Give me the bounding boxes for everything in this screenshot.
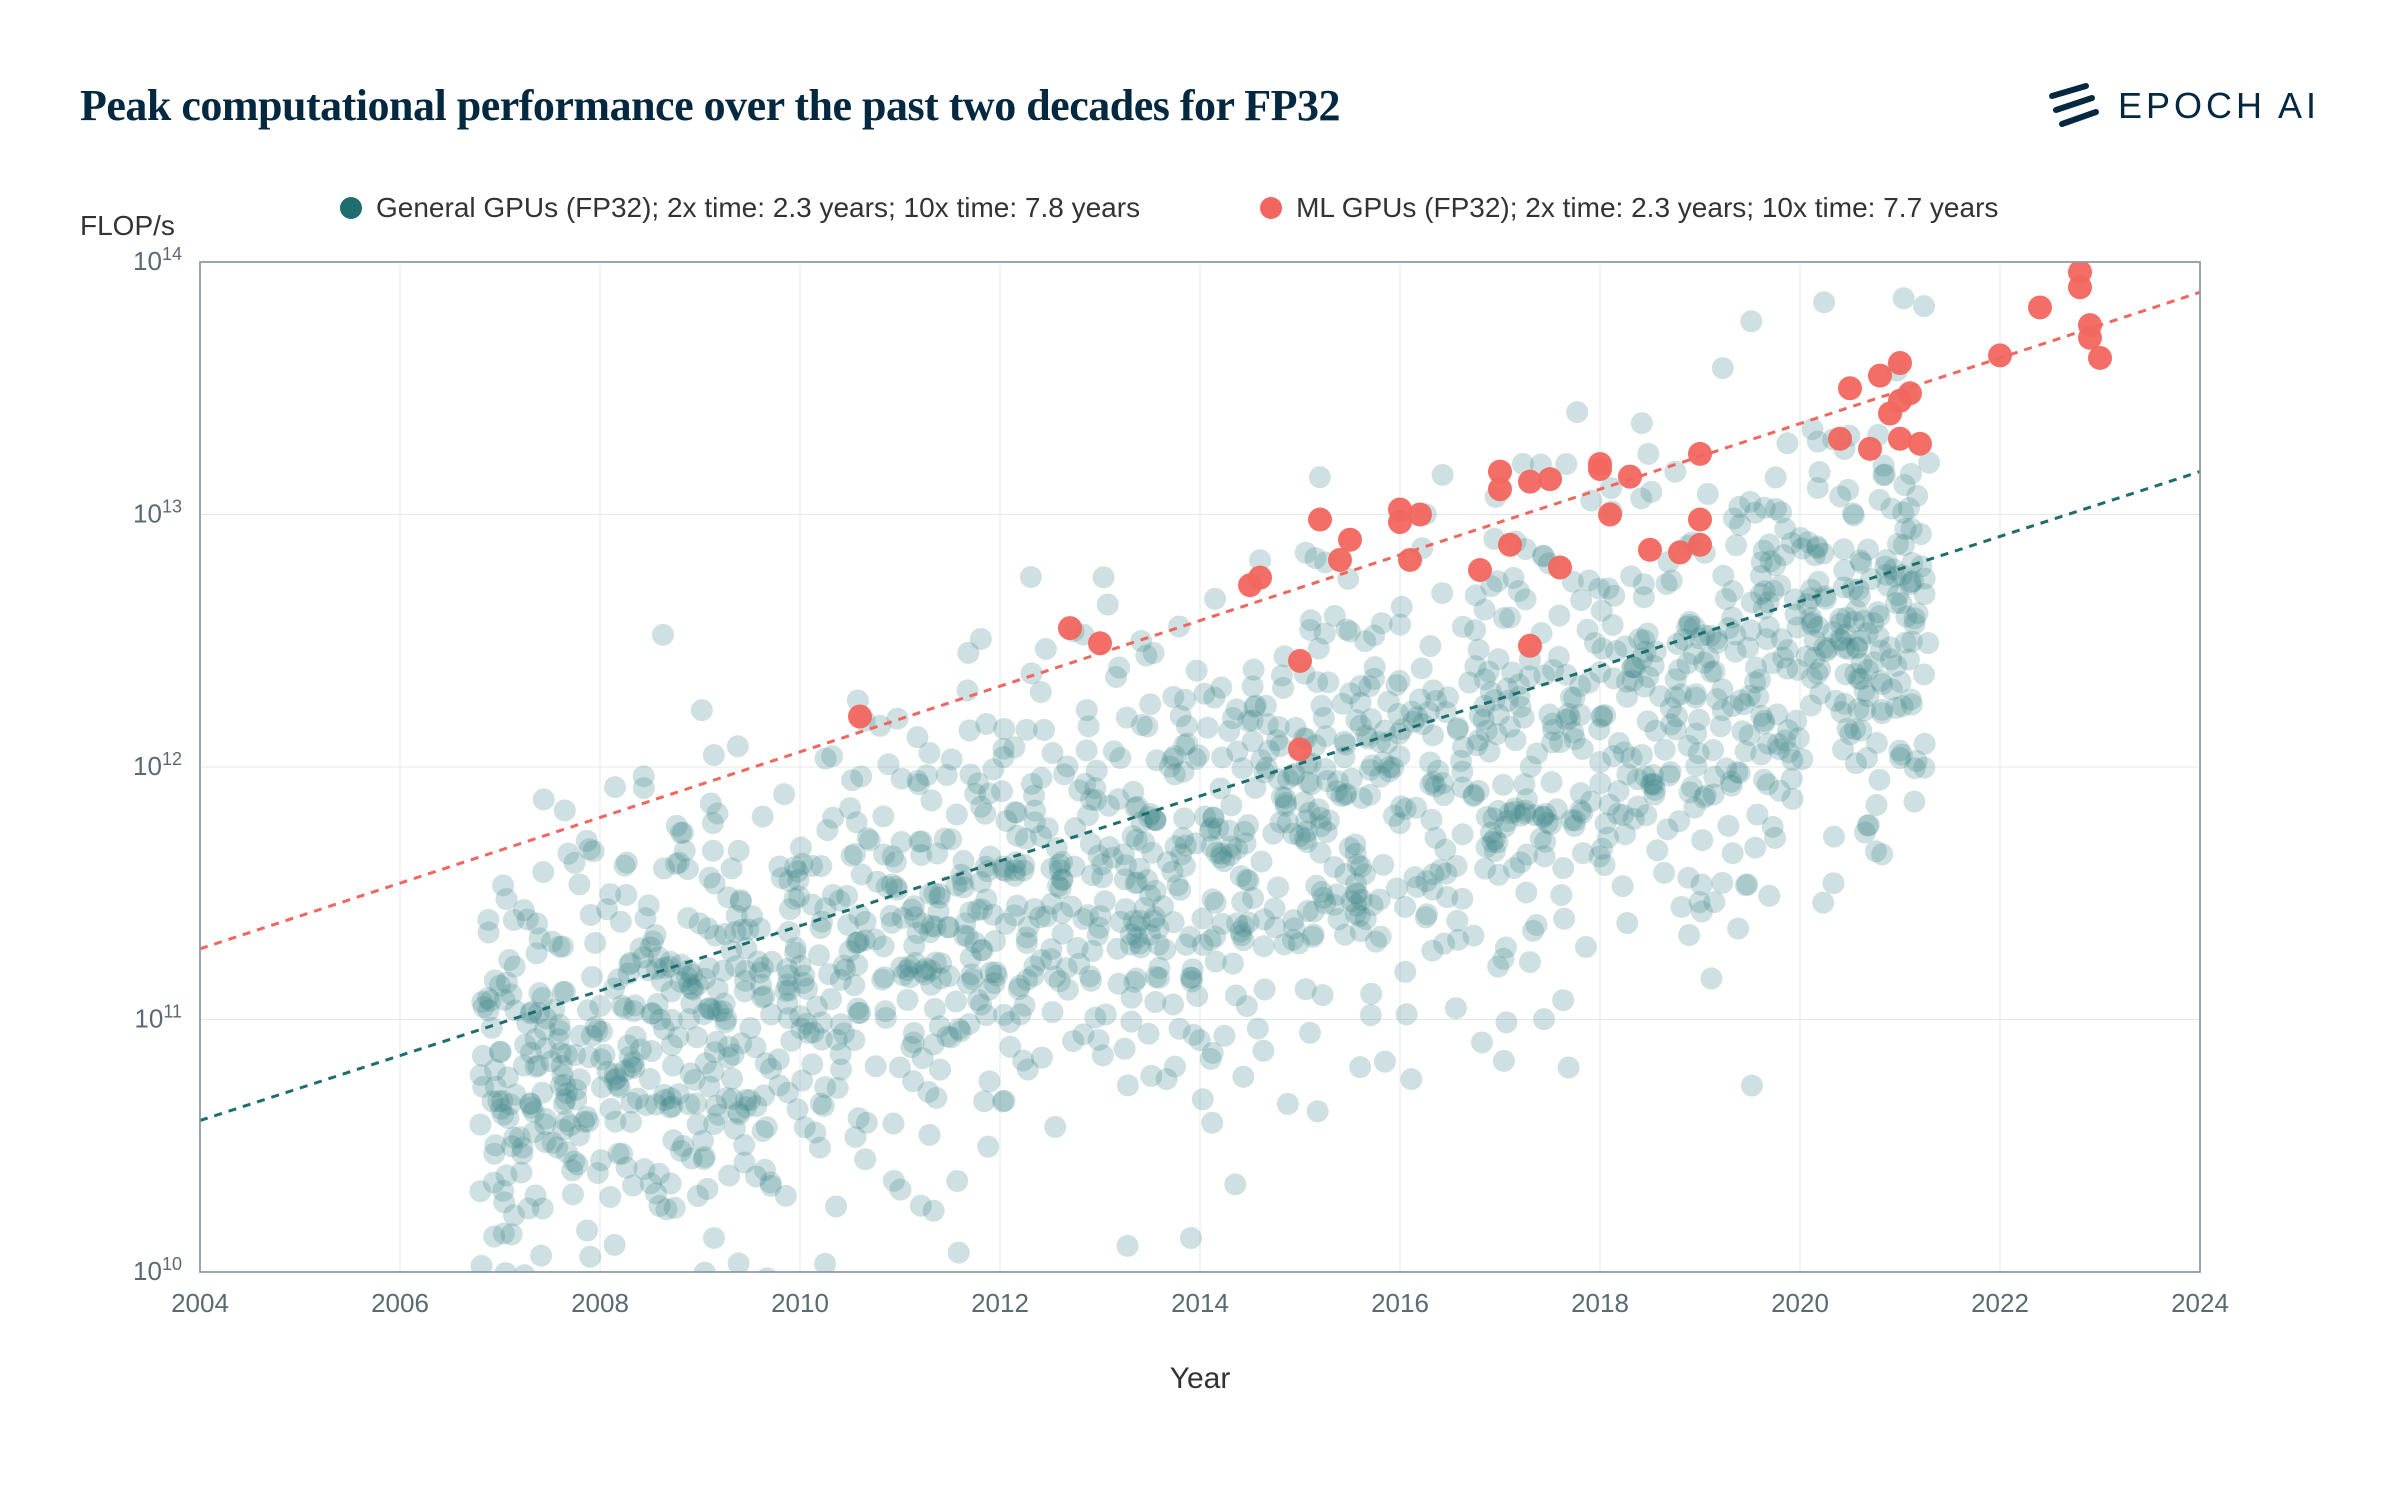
svg-text:2016: 2016	[1371, 1288, 1429, 1318]
brand-logo: EPOCH AI	[2048, 80, 2320, 132]
chart-area: 2004 2006 2008 2010 2012 2014 2016 2018 2020 2022…	[80, 242, 2320, 1342]
svg-text:2004: 2004	[171, 1288, 229, 1318]
svg-text:2008: 2008	[571, 1288, 629, 1318]
svg-text:2010: 2010	[771, 1288, 829, 1318]
svg-text:2012: 2012	[971, 1288, 1029, 1318]
legend-label-ml: ML GPUs (FP32); 2x time: 2.3 years; 10x …	[1296, 192, 1998, 224]
legend-label-general: General GPUs (FP32); 2x time: 2.3 years;…	[376, 192, 1140, 224]
legend-dot-general	[340, 197, 362, 219]
svg-text:1014: 1014	[133, 244, 182, 276]
legend-item-ml: ML GPUs (FP32); 2x time: 2.3 years; 10x …	[1260, 192, 1998, 224]
svg-text:2024: 2024	[2171, 1288, 2229, 1318]
y-axis-label: FLOP/s	[80, 210, 175, 242]
legend: General GPUs (FP32); 2x time: 2.3 years;…	[340, 192, 2320, 224]
chart-title: Peak computational performance over the …	[80, 80, 1340, 131]
svg-text:1013: 1013	[133, 497, 182, 529]
epoch-icon	[2048, 80, 2100, 132]
x-axis-label: Year	[80, 1362, 2320, 1396]
scatter-chart: 2004 2006 2008 2010 2012 2014 2016 2018 2020 2022…	[80, 242, 2240, 1342]
svg-text:1012: 1012	[133, 749, 182, 781]
brand-name: EPOCH AI	[2118, 85, 2320, 127]
svg-text:2018: 2018	[1571, 1288, 1629, 1318]
svg-text:2022: 2022	[1971, 1288, 2029, 1318]
svg-text:1010: 1010	[133, 1254, 182, 1286]
svg-text:2014: 2014	[1171, 1288, 1229, 1318]
svg-text:2020: 2020	[1771, 1288, 1829, 1318]
chart-header: Peak computational performance over the …	[80, 80, 2320, 132]
legend-dot-ml	[1260, 197, 1282, 219]
svg-text:2006: 2006	[371, 1288, 429, 1318]
svg-text:1011: 1011	[134, 1002, 182, 1034]
legend-item-general: General GPUs (FP32); 2x time: 2.3 years;…	[340, 192, 1140, 224]
